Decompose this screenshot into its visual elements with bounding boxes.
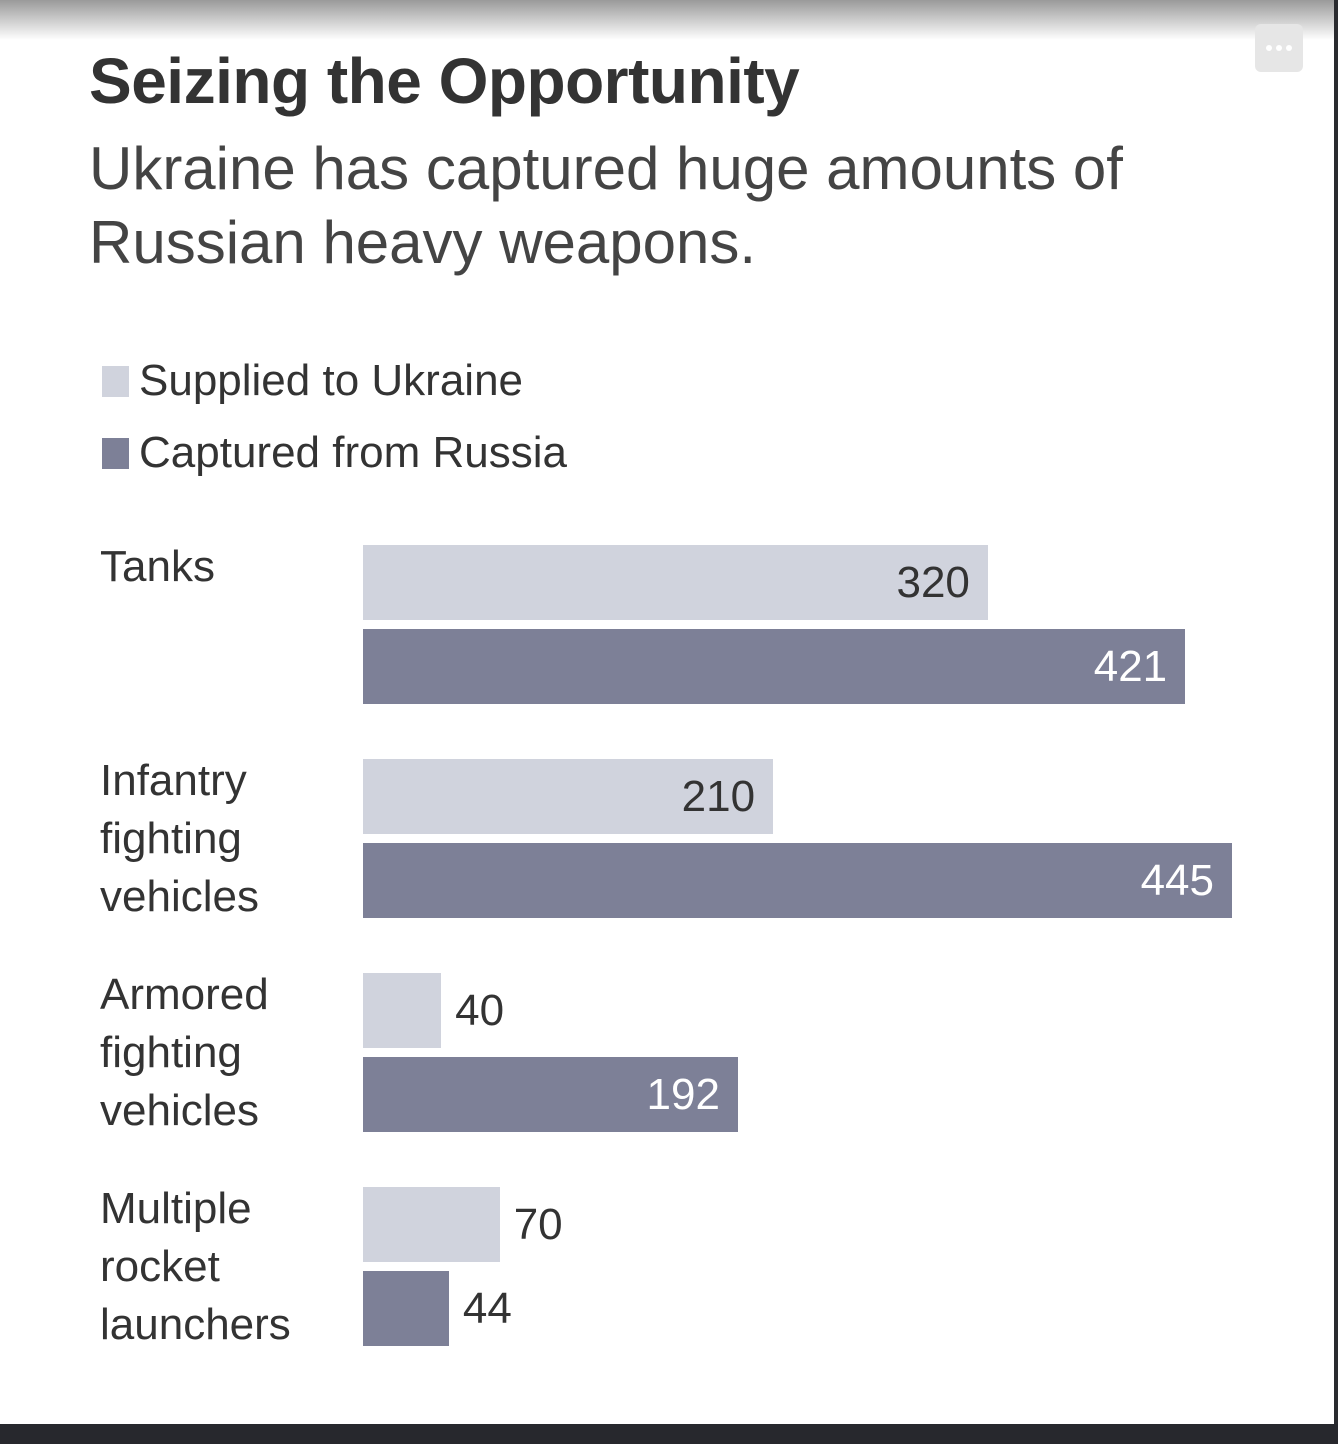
data-label: 445	[1140, 856, 1214, 905]
chart-title: Seizing the Opportunity	[89, 45, 800, 117]
window-top-shadow	[0, 0, 1338, 40]
dot-icon	[1266, 45, 1272, 51]
dot-icon	[1276, 45, 1282, 51]
bar-captured	[363, 629, 1186, 704]
data-label: 44	[462, 1284, 512, 1333]
legend-swatch	[102, 365, 129, 397]
dot-icon	[1286, 45, 1292, 51]
bar-captured	[363, 1057, 738, 1132]
bar-supplied	[363, 759, 774, 834]
bar-supplied	[363, 545, 988, 620]
data-label: 70	[513, 1200, 563, 1249]
data-label: 320	[896, 558, 970, 607]
bar-captured	[363, 843, 1232, 918]
bottom-bar	[0, 1424, 1338, 1444]
data-label: 40	[455, 986, 505, 1035]
bar-supplied	[363, 973, 442, 1048]
bar-supplied	[363, 1187, 500, 1262]
legend-swatch	[102, 437, 129, 469]
more-options-button[interactable]	[1255, 24, 1303, 72]
window-right-edge	[1334, 0, 1338, 1444]
category-label: Armored fighting vehicles	[100, 970, 269, 1135]
data-label: 192	[646, 1070, 720, 1119]
data-label: 210	[681, 772, 756, 821]
category-label: Infantry fighting vehicles	[100, 756, 259, 921]
legend-label: Supplied to Ukraine	[139, 356, 524, 405]
chart-subtitle: Ukraine has captured huge amounts of Rus…	[89, 135, 1123, 276]
legend-item-captured: Captured from Russia	[102, 428, 567, 478]
legend-label: Captured from Russia	[139, 428, 567, 477]
data-label: 421	[1093, 642, 1168, 691]
category-label: Multiple rocket launchers	[100, 1184, 291, 1349]
legend-item-supplied: Supplied to Ukraine	[102, 356, 523, 406]
category-label: Tanks	[100, 542, 215, 591]
bar-captured	[363, 1271, 449, 1346]
